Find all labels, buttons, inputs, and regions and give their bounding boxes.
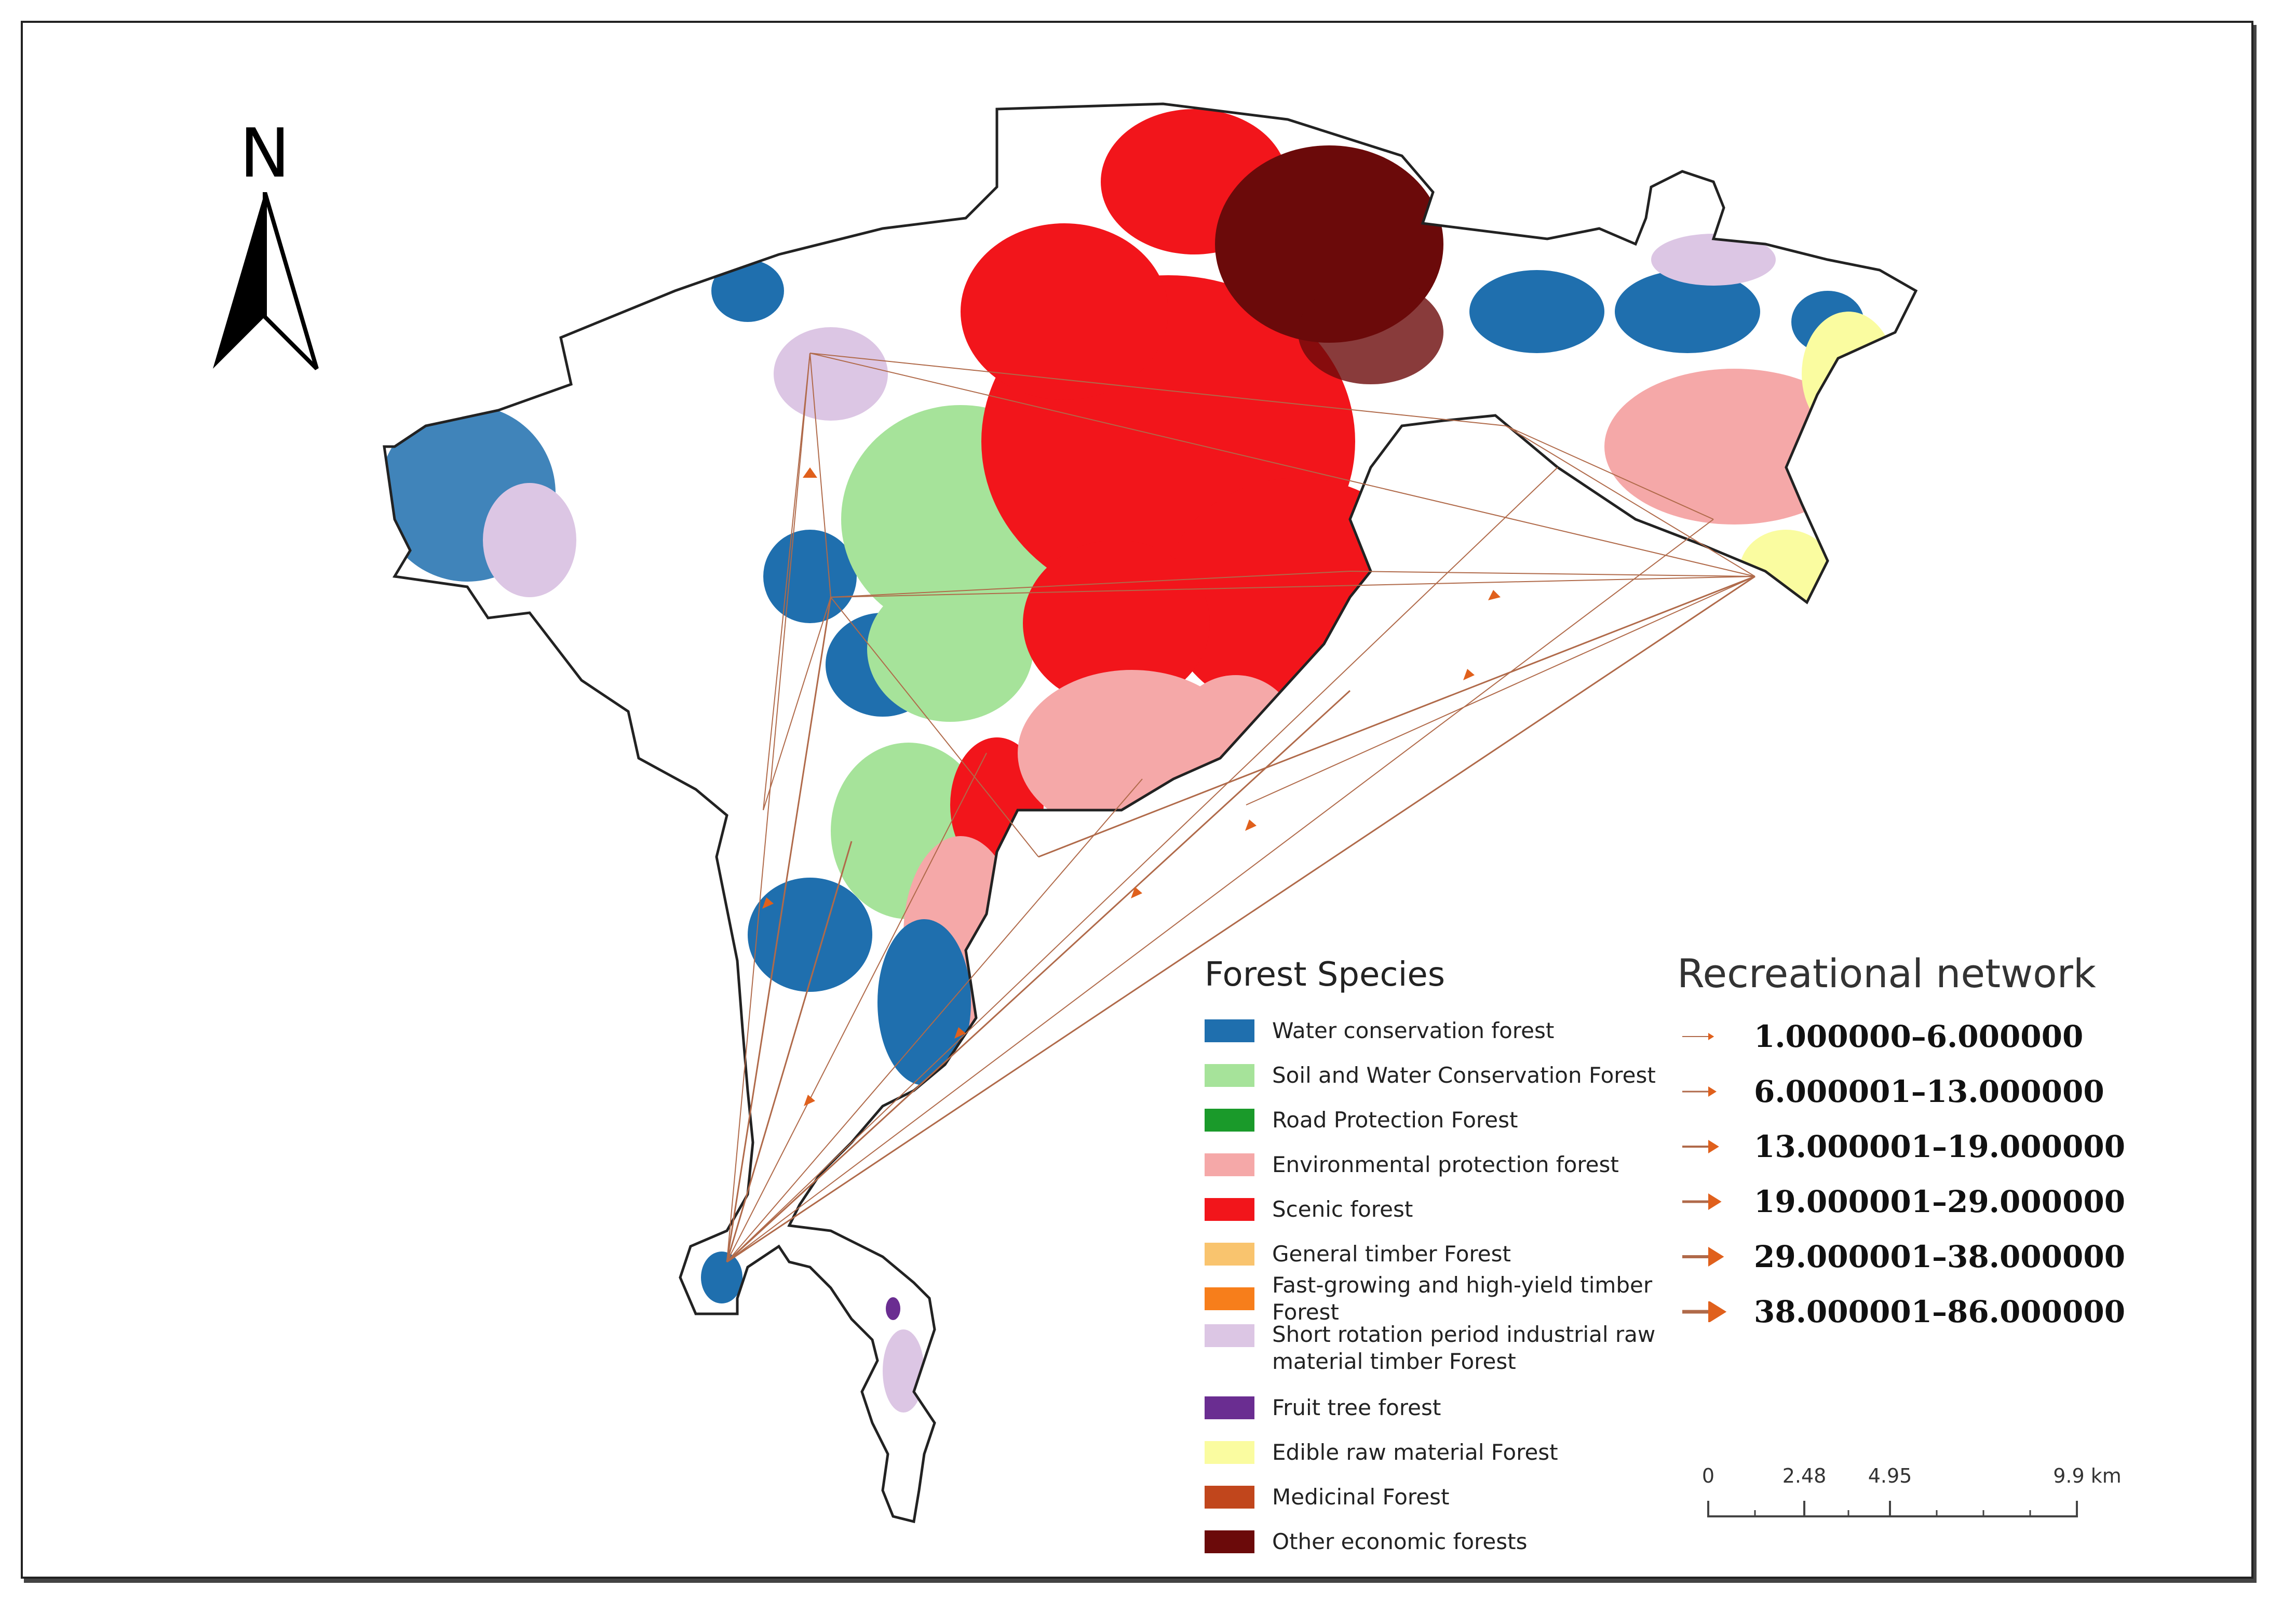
flow-arrow-icon bbox=[1682, 1086, 1717, 1097]
recreational-legend-label: 6.000001–13.000000 bbox=[1754, 1074, 2104, 1109]
forest-legend-item: Scenic forest bbox=[1205, 1187, 1713, 1232]
legend-swatch bbox=[1205, 1109, 1254, 1132]
legend-swatch bbox=[1205, 1396, 1254, 1419]
legend-swatch bbox=[1205, 1486, 1254, 1509]
legend-swatch bbox=[1205, 1019, 1254, 1042]
forest-legend-item: Fast-growing and high-yield timber Fores… bbox=[1205, 1272, 1713, 1325]
north-arrow: N bbox=[202, 119, 327, 389]
forest-species-legend: Forest Species Water conservation forest… bbox=[1205, 956, 1713, 1564]
legend-swatch bbox=[1205, 1324, 1254, 1347]
forest-legend-label: Fast-growing and high-yield timber Fores… bbox=[1272, 1272, 1653, 1325]
forest-legend-item: Short rotation period industrial raw mat… bbox=[1205, 1321, 1713, 1386]
forest-legend-item: Soil and Water Conservation Forest bbox=[1205, 1053, 1713, 1098]
scale-bar-graphic bbox=[1707, 1501, 2078, 1517]
forest-legend-label: Scenic forest bbox=[1272, 1196, 1413, 1222]
forest-legend-item: Other economic forests bbox=[1205, 1519, 1713, 1564]
scale-tick-2: 4.95 bbox=[1868, 1464, 1912, 1487]
forest-legend-item: Medicinal Forest bbox=[1205, 1475, 1713, 1519]
forest-legend-label: General timber Forest bbox=[1272, 1241, 1511, 1267]
recreational-legend-item: 38.000001–86.000000 bbox=[1677, 1284, 2238, 1339]
flow-arrow-icon bbox=[1682, 1247, 1724, 1267]
forest-legend-item: Road Protection Forest bbox=[1205, 1098, 1713, 1142]
scale-tick-3: 9.9 km bbox=[2053, 1464, 2122, 1487]
legend-swatch bbox=[1205, 1153, 1254, 1176]
recreational-network-legend: Recreational network 1.000000–6.000000 6.… bbox=[1677, 950, 2238, 1339]
forest-legend-label: Soil and Water Conservation Forest bbox=[1272, 1062, 1656, 1088]
forest-legend-label: Environmental protection forest bbox=[1272, 1152, 1619, 1177]
forest-legend-label: Short rotation period industrial raw mat… bbox=[1272, 1322, 1656, 1374]
forest-legend-item: General timber Forest bbox=[1205, 1232, 1713, 1276]
flow-arrow-icon bbox=[1682, 1193, 1722, 1210]
legend-swatch bbox=[1205, 1441, 1254, 1464]
study-area-boundary bbox=[383, 102, 1918, 1524]
north-label: N bbox=[239, 114, 290, 193]
recreational-legend-label: 29.000001–38.000000 bbox=[1754, 1239, 2126, 1274]
recreational-legend-item: 13.000001–19.000000 bbox=[1677, 1119, 2238, 1174]
scale-tick-0: 0 bbox=[1701, 1464, 1715, 1487]
flow-arrow-icon bbox=[1682, 1033, 1714, 1040]
forest-legend-item: Environmental protection forest bbox=[1205, 1142, 1713, 1187]
flow-arrow-icon bbox=[1682, 1301, 1727, 1322]
recreational-legend-item: 19.000001–29.000000 bbox=[1677, 1174, 2238, 1229]
flow-arrow-icon bbox=[1682, 1140, 1719, 1153]
north-arrow-icon bbox=[213, 192, 319, 370]
forest-legend-label: Edible raw material Forest bbox=[1272, 1440, 1558, 1465]
forest-legend-label: Water conservation forest bbox=[1272, 1018, 1555, 1043]
legend-swatch bbox=[1205, 1198, 1254, 1221]
forest-legend-item: Water conservation forest bbox=[1205, 1008, 1713, 1053]
scale-tick-1: 2.48 bbox=[1782, 1464, 1827, 1487]
recreational-legend-label: 1.000000–6.000000 bbox=[1754, 1019, 2084, 1054]
scale-bar: 0 2.48 4.95 9.9 km bbox=[1682, 1464, 2139, 1548]
recreational-legend-item: 1.000000–6.000000 bbox=[1677, 1009, 2238, 1064]
recreational-legend-title: Recreational network bbox=[1677, 950, 2096, 997]
recreational-legend-label: 13.000001–19.000000 bbox=[1754, 1129, 2126, 1164]
legend-swatch bbox=[1205, 1243, 1254, 1266]
forest-legend-label: Fruit tree forest bbox=[1272, 1395, 1441, 1420]
recreational-network-arrows bbox=[762, 467, 1501, 1106]
recreational-legend-label: 38.000001–86.000000 bbox=[1754, 1294, 2126, 1329]
legend-swatch bbox=[1205, 1287, 1254, 1310]
recreational-legend-item: 29.000001–38.000000 bbox=[1677, 1229, 2238, 1284]
recreational-legend-item: 6.000001–13.000000 bbox=[1677, 1064, 2238, 1119]
legend-swatch bbox=[1205, 1530, 1254, 1553]
forest-legend-item: Fruit tree forest bbox=[1205, 1386, 1713, 1430]
forest-legend-label: Other economic forests bbox=[1272, 1529, 1528, 1554]
recreational-legend-label: 19.000001–29.000000 bbox=[1754, 1184, 2126, 1219]
recreational-network-lines bbox=[726, 353, 1755, 1263]
legend-swatch bbox=[1205, 1064, 1254, 1087]
forest-legend-label: Road Protection Forest bbox=[1272, 1107, 1518, 1133]
forest-legend-item: Edible raw material Forest bbox=[1205, 1430, 1713, 1475]
forest-legend-title: Forest Species bbox=[1205, 956, 1446, 994]
forest-legend-label: Medicinal Forest bbox=[1272, 1484, 1450, 1510]
